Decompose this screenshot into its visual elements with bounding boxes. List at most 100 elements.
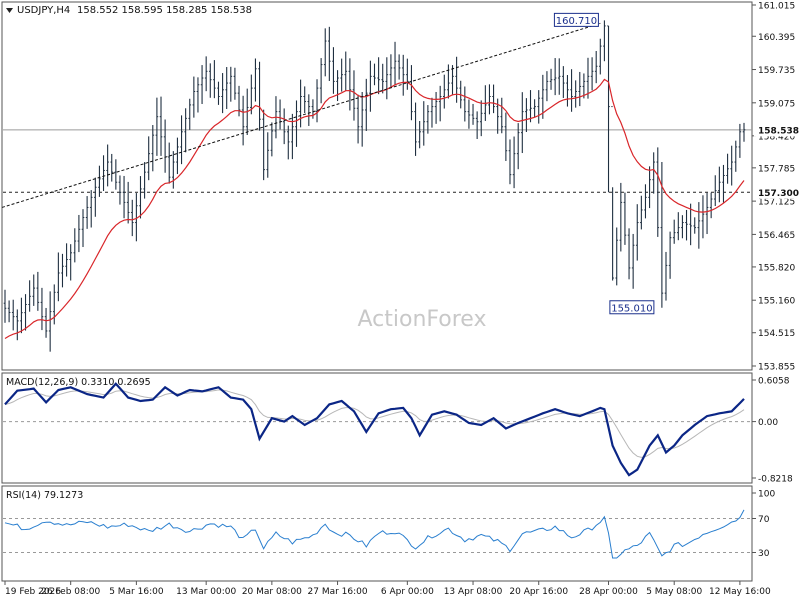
low-label: 155.010 xyxy=(609,300,655,315)
macd-tick-label: 0.6058 xyxy=(758,377,790,387)
candle xyxy=(377,57,380,95)
candle xyxy=(286,125,290,160)
candle xyxy=(582,73,586,99)
macd-lines xyxy=(4,382,745,477)
candle xyxy=(590,57,594,91)
candle xyxy=(225,67,228,109)
price-tick-label: 158.420 xyxy=(758,132,795,142)
candle xyxy=(356,94,360,144)
candle xyxy=(668,231,672,279)
candle xyxy=(61,253,64,288)
time-tick-label: 12 May 16:00 xyxy=(709,587,771,597)
candle xyxy=(250,74,253,115)
candle xyxy=(196,77,200,113)
candle xyxy=(323,28,327,77)
candle xyxy=(385,57,389,100)
macd-tick-label: 0.00 xyxy=(758,418,778,428)
candle xyxy=(77,214,81,253)
candle xyxy=(270,122,274,157)
candle xyxy=(726,153,729,184)
candle xyxy=(603,20,606,62)
price-tick-label: 154.515 xyxy=(758,329,795,339)
candle xyxy=(389,54,393,88)
candle xyxy=(738,123,742,158)
dropdown-triangle-icon[interactable] xyxy=(6,8,13,13)
candle xyxy=(393,41,397,85)
candle xyxy=(730,145,733,186)
candle xyxy=(24,294,27,331)
candle xyxy=(414,102,417,156)
candle xyxy=(426,105,430,134)
price-tick-label: 153.855 xyxy=(758,363,795,373)
candle xyxy=(208,63,212,98)
candle xyxy=(504,112,508,161)
candle xyxy=(541,74,545,119)
candle xyxy=(44,307,48,338)
candle xyxy=(471,103,475,125)
candle xyxy=(656,147,660,237)
candle xyxy=(94,177,97,217)
candle xyxy=(631,233,635,289)
candle xyxy=(475,111,479,139)
candle xyxy=(516,123,520,170)
candle xyxy=(705,192,709,235)
candle xyxy=(627,228,631,280)
time-tick-label: 6 Apr 00:00 xyxy=(381,587,434,597)
candle xyxy=(442,74,446,109)
candle xyxy=(126,181,130,224)
candle xyxy=(135,193,138,242)
candle xyxy=(98,165,101,197)
svg-text:157.300: 157.300 xyxy=(758,189,799,199)
time-tick-label: 19 Feb 2026 xyxy=(5,587,61,597)
candle xyxy=(85,196,89,229)
candle xyxy=(652,152,655,194)
candle xyxy=(221,73,224,114)
candle xyxy=(607,25,610,193)
levels-layer xyxy=(3,129,752,553)
candle xyxy=(73,228,77,263)
candle xyxy=(28,280,31,312)
candles xyxy=(3,20,746,352)
candle xyxy=(500,97,504,134)
candle xyxy=(57,252,60,302)
candle xyxy=(352,70,356,121)
candle xyxy=(151,125,155,172)
candle xyxy=(36,271,40,311)
candle xyxy=(348,58,352,111)
price-tick-label: 155.820 xyxy=(758,263,795,273)
candle xyxy=(360,91,364,147)
moving-average xyxy=(4,78,745,340)
candle xyxy=(718,166,721,203)
candle xyxy=(533,99,536,118)
candle xyxy=(734,140,738,172)
candle xyxy=(295,100,298,147)
candle xyxy=(594,50,598,84)
candle xyxy=(130,199,134,237)
candle xyxy=(315,79,319,123)
svg-text:160.710: 160.710 xyxy=(556,16,597,27)
candle xyxy=(139,176,142,219)
candle xyxy=(685,209,688,241)
price-tick-label: 155.160 xyxy=(758,297,795,307)
candle xyxy=(11,299,15,331)
candle xyxy=(114,159,118,190)
macd-main-line xyxy=(4,382,745,477)
candle xyxy=(697,202,701,249)
candle xyxy=(122,175,126,219)
rsi-panel xyxy=(1,485,753,582)
candle xyxy=(143,162,146,199)
rsi-label: RSI(14) 79.1273 xyxy=(6,490,83,501)
candle xyxy=(184,108,187,153)
candle xyxy=(648,166,651,209)
time-tick-label: 28 Apr 00:00 xyxy=(579,587,638,597)
candle xyxy=(241,95,245,146)
macd-tick-label: -0.8218 xyxy=(758,475,793,485)
rsi-tick-label: 70 xyxy=(758,515,770,525)
candle xyxy=(258,61,261,131)
candle xyxy=(467,99,471,129)
candle xyxy=(521,92,524,154)
price-panel xyxy=(1,1,753,371)
candle xyxy=(176,137,179,175)
svg-text:158.538: 158.538 xyxy=(758,126,799,136)
